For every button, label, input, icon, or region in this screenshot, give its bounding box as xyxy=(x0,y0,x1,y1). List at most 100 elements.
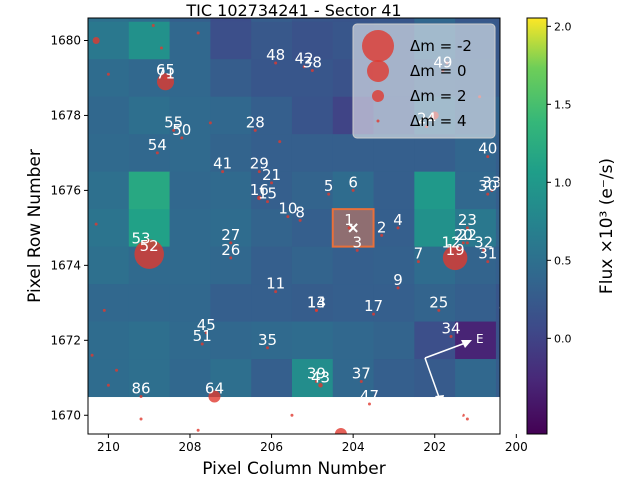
star-label: 64 xyxy=(205,380,224,398)
star-marker xyxy=(94,222,98,226)
star-marker xyxy=(359,380,363,384)
colorbar-tick-label: 2.0 xyxy=(554,20,572,33)
chart-title: TIC 102734241 - Sector 41 xyxy=(185,1,401,20)
heatmap-cell xyxy=(373,18,415,23)
star-marker xyxy=(290,413,294,417)
star-marker xyxy=(461,413,465,417)
x-axis-ticks: 210 208 206 204 202 200 xyxy=(97,434,528,454)
heatmap-cell xyxy=(332,359,375,398)
star-label: 2 xyxy=(377,218,387,236)
star-label: 55 xyxy=(164,113,183,131)
star-label: 5 xyxy=(324,177,334,195)
star-marker xyxy=(396,226,400,230)
heatmap-cell xyxy=(291,321,334,360)
heatmap-cell xyxy=(455,284,497,323)
star-marker xyxy=(302,65,306,69)
heatmap-cell xyxy=(332,246,375,285)
star-label: 10 xyxy=(278,200,297,218)
legend-label: Δm = 0 xyxy=(410,62,467,80)
star-marker xyxy=(151,23,155,27)
heatmap-cell xyxy=(373,171,415,210)
heatmap-cell xyxy=(210,96,252,135)
heatmap-cell xyxy=(251,284,293,323)
star-label: 57 xyxy=(282,398,301,416)
star-label: 42 xyxy=(295,50,314,68)
heatmap-cell xyxy=(169,321,211,360)
star-marker xyxy=(396,286,400,290)
star-marker xyxy=(90,353,94,357)
plot-frame xyxy=(87,17,501,435)
legend-marker xyxy=(376,119,380,123)
star-label: 51 xyxy=(193,327,212,345)
legend-marker xyxy=(372,90,384,102)
star-label: 50 xyxy=(172,121,191,139)
heatmap-cell xyxy=(332,284,375,323)
star-label: 12 xyxy=(442,233,461,251)
heatmap-cell xyxy=(210,21,252,60)
y-axis-ticks: 1680 1678 1676 1674 1672 1670 xyxy=(50,33,88,422)
heatmap-cell xyxy=(128,21,171,60)
star-marker xyxy=(159,46,163,50)
heatmap-cell xyxy=(210,18,252,23)
star-label: 54 xyxy=(148,136,167,154)
colorbar-tick-label: 1.0 xyxy=(554,176,572,189)
heatmap-cell xyxy=(169,96,211,135)
star-marker xyxy=(314,308,318,312)
heatmap-cell xyxy=(332,321,375,360)
heatmap-cell xyxy=(332,134,375,173)
legend-label: Δm = -2 xyxy=(410,37,472,55)
heatmap-cell xyxy=(128,134,171,173)
heatmap-cell xyxy=(373,359,415,398)
star-marker xyxy=(334,428,347,434)
heatmap-cell xyxy=(495,21,500,60)
heatmap-cell xyxy=(414,18,456,23)
heatmap-cell xyxy=(455,359,497,398)
compass: E N xyxy=(424,332,484,419)
heatmap-cell xyxy=(373,284,415,323)
star-label: 37 xyxy=(352,365,371,383)
heatmap-cell xyxy=(291,359,334,398)
star-marker xyxy=(139,245,143,249)
heatmap-cell xyxy=(169,246,211,285)
star-label: 26 xyxy=(221,241,240,259)
target-cross xyxy=(348,223,358,233)
star-label: 11 xyxy=(266,275,285,293)
star-marker xyxy=(139,395,143,399)
heatmap-cell xyxy=(291,18,334,23)
star-marker xyxy=(172,128,176,132)
star-label: 53 xyxy=(131,230,150,248)
heatmap-cell xyxy=(251,321,293,360)
star-marker xyxy=(372,312,376,316)
heatmap-cell xyxy=(455,209,497,248)
heatmap-cell xyxy=(495,209,500,248)
star-label: 17 xyxy=(364,297,383,315)
heatmap-cell xyxy=(455,171,497,210)
heatmap-cell xyxy=(88,359,130,398)
star-marker xyxy=(449,335,453,339)
star-label: 32 xyxy=(474,233,493,251)
x-tick-label: 208 xyxy=(179,440,202,454)
heatmap-cell xyxy=(455,134,497,173)
star-marker xyxy=(257,195,262,201)
x-tick-label: 206 xyxy=(260,440,283,454)
star-marker xyxy=(208,390,221,403)
star-label: 8 xyxy=(295,203,305,221)
star-marker xyxy=(449,248,453,252)
star-label: 44 xyxy=(499,297,518,315)
heatmap-cell xyxy=(251,359,293,398)
star-marker xyxy=(367,402,371,406)
heatmap-cell xyxy=(495,59,500,98)
star-marker xyxy=(196,428,200,432)
heatmap-cell xyxy=(291,96,334,135)
heatmap-cell xyxy=(495,96,500,135)
heatmap-cell xyxy=(169,59,211,98)
heatmap-cell xyxy=(210,171,252,210)
heatmap-cell xyxy=(455,18,497,23)
legend-label: Δm = 2 xyxy=(410,87,467,105)
star-marker xyxy=(257,170,261,174)
heatmap-cell xyxy=(169,359,211,398)
heatmap-cell xyxy=(291,171,334,210)
heatmap-cell xyxy=(251,209,293,248)
heatmap-cell xyxy=(495,359,500,398)
heatmap-cell xyxy=(88,246,130,285)
